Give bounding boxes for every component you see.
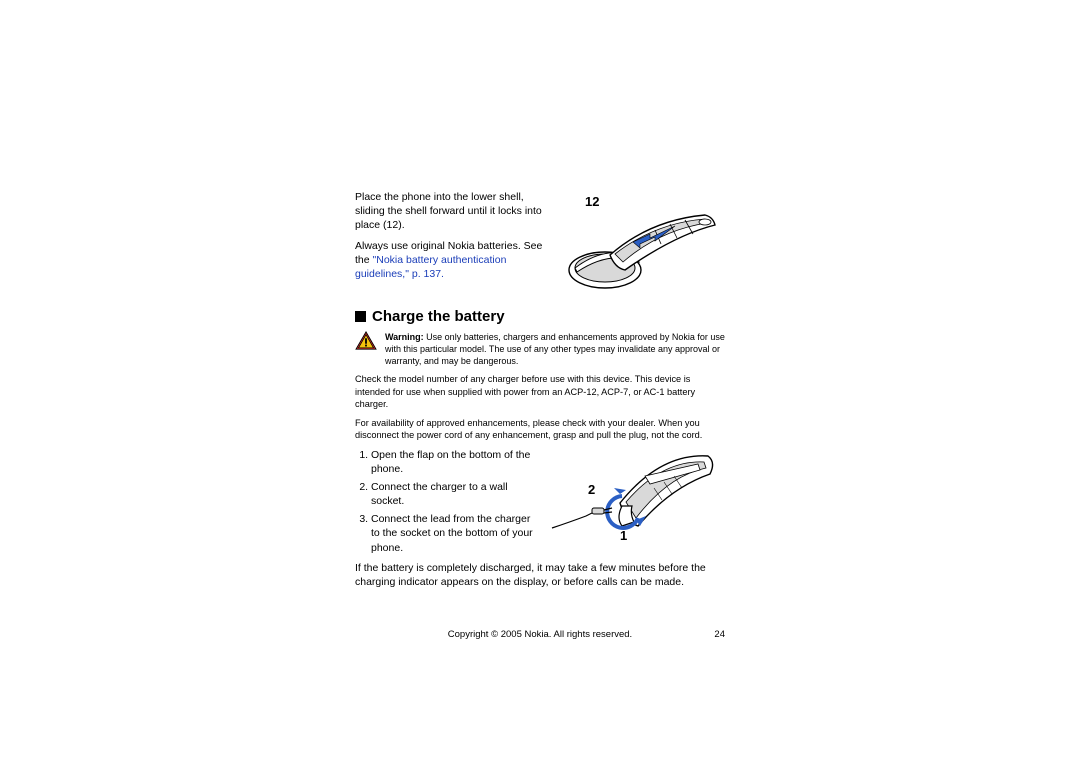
warning-block: Warning: Use only batteries, chargers an… [355,331,725,367]
figure1-callout: 12 [585,194,599,209]
page-footer: Copyright © 2005 Nokia. All rights reser… [355,629,725,640]
page-number: 24 [714,629,725,640]
step-item: Connect the lead from the charger to the… [371,512,540,555]
charger-model-paragraph: Check the model number of any charger be… [355,373,725,410]
heading-bullet-icon [355,311,366,322]
copyright-text: Copyright © 2005 Nokia. All rights reser… [355,629,725,640]
intro-paragraph-2: Always use original Nokia batteries. See… [355,239,545,282]
warning-body: Use only batteries, chargers and enhance… [385,332,725,366]
steps-list: Open the flap on the bottom of the phone… [355,448,540,555]
manual-page: Place the phone into the lower shell, sl… [355,190,725,640]
figure-charging-illustration: 2 1 [550,448,720,543]
intro-text: Place the phone into the lower shell, sl… [355,190,545,281]
figure2-callout-a: 2 [588,482,595,497]
steps-block: Open the flap on the bottom of the phone… [355,448,725,555]
closing-paragraph: If the battery is completely discharged,… [355,561,725,589]
enhancements-paragraph: For availability of approved enhancement… [355,417,725,442]
warning-label: Warning: [385,332,424,342]
intro-paragraph-1: Place the phone into the lower shell, sl… [355,190,545,233]
intro-block: Place the phone into the lower shell, sl… [355,190,725,300]
phone-body-shape [610,215,715,270]
warning-icon [355,331,377,351]
step-item: Open the flap on the bottom of the phone… [371,448,540,476]
phone-angled-shape [620,455,713,525]
flap-shape [619,506,634,526]
figure-assembly-illustration: 12 [555,190,720,295]
charger-lead-shape [552,508,612,528]
warning-text: Warning: Use only batteries, chargers an… [385,331,725,367]
figure2-callout-b: 1 [620,528,627,543]
step-item: Connect the charger to a wall socket. [371,480,540,508]
intro-p2-tail: p. 137. [409,268,444,280]
section-heading: Charge the battery [355,308,725,325]
heading-text: Charge the battery [372,308,505,325]
